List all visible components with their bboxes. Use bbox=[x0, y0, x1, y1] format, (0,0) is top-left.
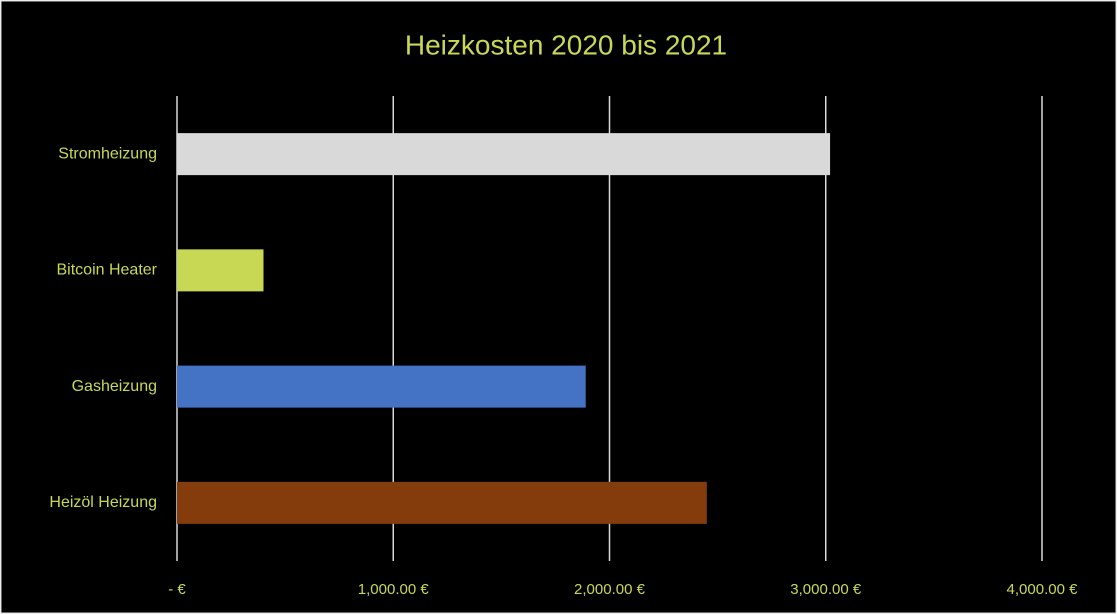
bar bbox=[177, 249, 264, 292]
x-tick-label: 1,000.00 € bbox=[358, 581, 430, 598]
y-tick-label: Bitcoin Heater bbox=[57, 262, 158, 279]
x-tick-label: - € bbox=[168, 581, 186, 598]
bar bbox=[177, 481, 707, 524]
y-tick-label: Heizöl Heizung bbox=[49, 494, 157, 511]
bar bbox=[177, 365, 586, 408]
x-tick-label: 2,000.00 € bbox=[574, 581, 646, 598]
chart-title: Heizkosten 2020 bis 2021 bbox=[405, 29, 727, 60]
y-tick-label: Stromheizung bbox=[58, 145, 157, 162]
y-tick-label: Gasheizung bbox=[72, 378, 157, 395]
bar bbox=[177, 133, 831, 176]
x-tick-label: 4,000.00 € bbox=[1007, 581, 1079, 598]
x-tick-label: 3,000.00 € bbox=[790, 581, 862, 598]
